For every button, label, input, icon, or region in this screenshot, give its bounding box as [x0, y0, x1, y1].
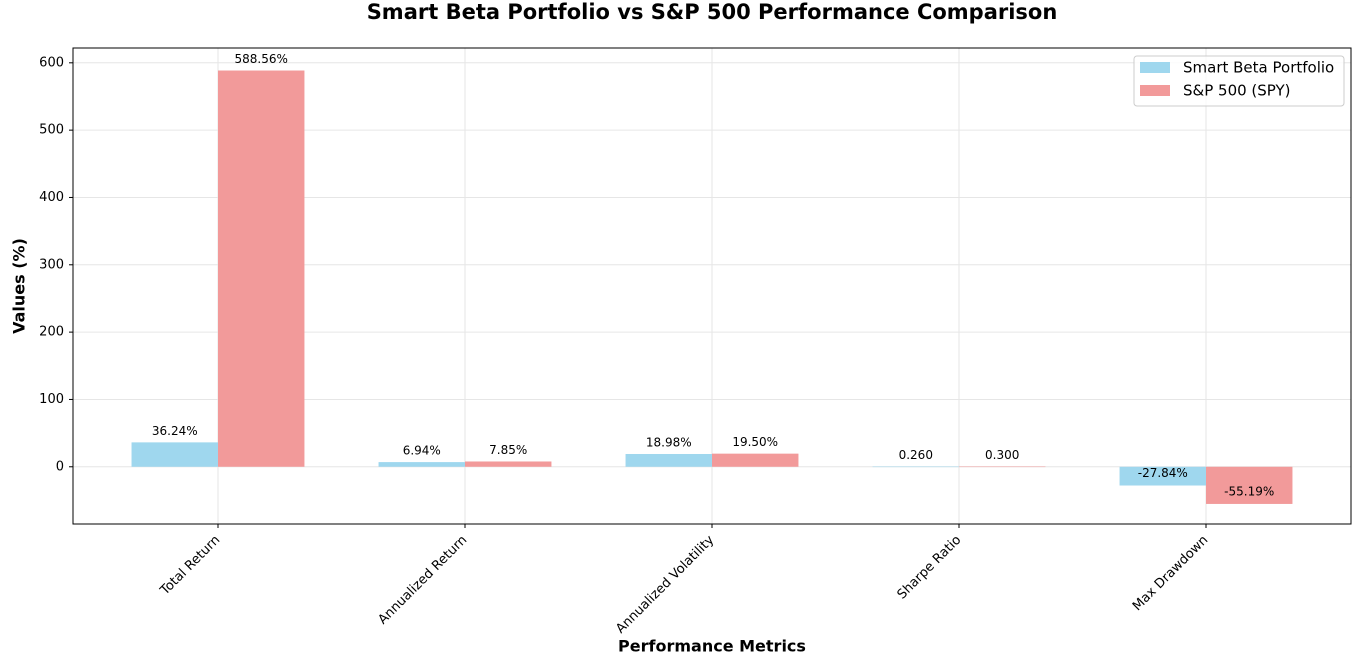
y-tick-label: 0 — [56, 459, 64, 474]
value-label: 0.300 — [985, 448, 1019, 462]
chart-title: Smart Beta Portfolio vs S&P 500 Performa… — [367, 0, 1058, 24]
bar — [217, 70, 305, 467]
value-label: 7.85% — [489, 443, 527, 457]
bar — [872, 466, 960, 468]
x-axis-label: Performance Metrics — [618, 637, 806, 655]
y-axis-label: Values (%) — [10, 238, 29, 334]
plot-frame — [72, 47, 1352, 525]
bar — [464, 461, 552, 467]
x-tick-label: Total Return — [157, 533, 223, 599]
x-tick-label: Sharpe Ratio — [895, 533, 965, 603]
bar — [1119, 466, 1207, 486]
y-tick-label: 600 — [39, 55, 64, 70]
legend-swatch — [1140, 62, 1170, 73]
x-tick-label: Annualized Return — [375, 533, 470, 628]
value-label: 588.56% — [235, 52, 288, 66]
legend: Smart Beta Portfolio S&P 500 (SPY) — [1133, 55, 1345, 107]
value-label: -27.84% — [1138, 466, 1188, 480]
x-tick-label: Annualized Volatility — [613, 532, 717, 636]
bar — [959, 466, 1046, 468]
legend-swatch — [1140, 85, 1170, 96]
legend-box — [1133, 55, 1345, 107]
legend-label: Smart Beta Portfolio — [1183, 59, 1334, 77]
y-tick-label: 400 — [39, 190, 64, 205]
bar — [1206, 466, 1293, 504]
legend-label: S&P 500 (SPY) — [1183, 82, 1291, 100]
value-label: -55.19% — [1224, 484, 1274, 498]
bar — [712, 453, 799, 467]
y-tick-label: 500 — [39, 123, 64, 138]
y-tick-label: 200 — [39, 325, 64, 340]
value-label: 36.24% — [152, 424, 198, 438]
x-tick-label: Max Drawdown — [1130, 533, 1211, 614]
value-label: 6.94% — [403, 444, 441, 458]
value-label: 0.260 — [899, 448, 933, 462]
y-tick-label: 300 — [39, 257, 64, 272]
bar — [378, 462, 465, 467]
bar — [131, 442, 218, 467]
plot-area: 0 100 200 300 400 500 600 Total Return Annualize… — [39, 48, 1351, 637]
y-tick-label: 100 — [39, 392, 64, 407]
value-label: 19.50% — [732, 435, 778, 449]
bar — [625, 453, 712, 467]
value-label: 18.98% — [646, 435, 692, 449]
